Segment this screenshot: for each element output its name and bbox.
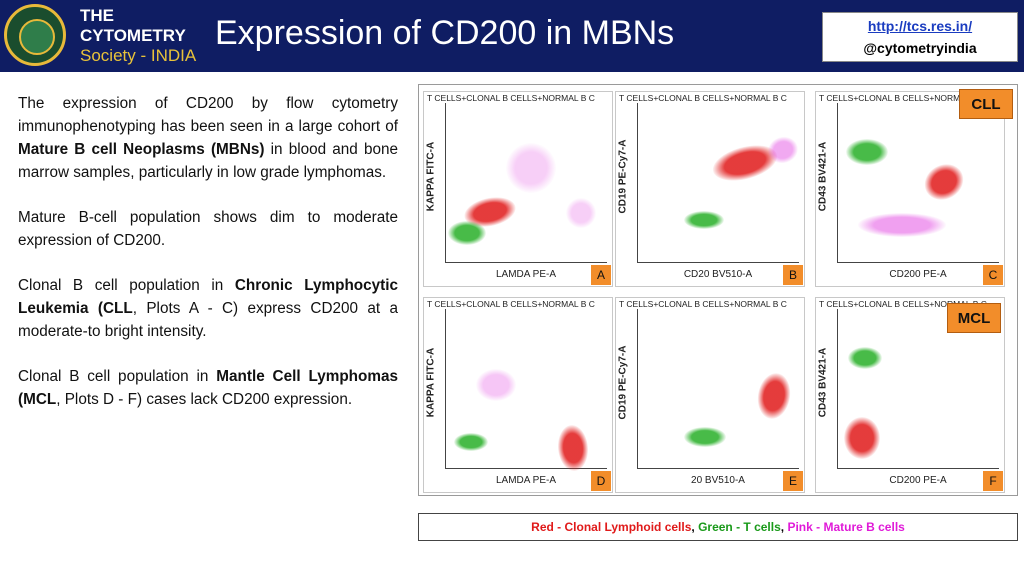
flow-plot-c: T CELLS+CLONAL B CELLS+NORMAL B C CD43 BV… [815,91,1005,287]
red-cell-population [844,417,880,459]
plot-y-label: CD43 BV421-A [817,347,829,418]
text-span: Clonal B cell population in [18,368,217,385]
legend-separator: , [780,520,788,534]
pink-cell-population [858,213,946,237]
plot-frame [423,91,613,287]
bold-term: Chronic Lymphocytic Leukemia (CLL [18,277,398,317]
flow-plots-panel: T CELLS+CLONAL B CELLS+NORMAL B C KAPPA F… [418,84,1018,496]
plot-frame [615,297,805,493]
text-span: in blood and bone marrow samples, partic… [18,141,398,181]
plot-title: T CELLS+CLONAL B CELLS+NORMAL B C [819,299,987,309]
legend-separator: , [691,520,699,534]
plot-area [637,103,801,263]
plot-x-label: LAMDA PE-A [495,269,557,280]
green-cell-population [448,221,486,245]
cll-tag: CLL [959,89,1013,119]
description-text: The expression of CD200 by flow cytometr… [18,92,398,433]
bold-term: Mantle Cell Lymphomas (MCL [18,368,398,408]
flow-plot-b: T CELLS+CLONAL B CELLS+NORMAL B C CD19 PE… [615,91,805,287]
pink-cell-population [566,198,596,228]
plot-frame [423,297,613,493]
red-cell-population [918,157,970,207]
plot-y-label: KAPPA FITC-A [425,141,437,212]
green-cell-population [684,211,724,229]
green-cell-population [684,427,726,447]
mcl-tag: MCL [947,303,1001,333]
paragraph-intro: The expression of CD200 by flow cytometr… [18,92,398,184]
logo-line-cytometry: CYTOMETRY [80,26,186,45]
plot-title: T CELLS+CLONAL B CELLS+NORMAL B C [819,93,987,103]
website-link[interactable]: http://tcs.res.in/ [867,18,973,34]
plot-frame [615,91,805,287]
logo-line-society-india: Society - INDIA [80,46,197,65]
legend-red: Red - Clonal Lymphoid cells [531,520,692,534]
logo-line-the: THE [80,6,114,25]
text-span: , Plots D - F) cases lack CD200 expressi… [56,391,353,408]
text-span: , Plots A - C) express CD200 at a modera… [18,300,398,340]
green-cell-population [846,139,888,165]
text-span: The expression of CD200 by flow cytometr… [18,95,398,135]
social-handle: @cytometryindia [863,40,977,56]
plot-frame [815,91,1005,287]
plot-x-label: CD200 PE-A [889,269,947,280]
text-span: Clonal B cell population in [18,277,235,294]
color-legend: Red - Clonal Lymphoid cells, Green - T c… [418,513,1018,541]
green-cell-population [454,433,488,451]
contact-box: http://tcs.res.in/ @cytometryindia [822,12,1018,62]
plot-area [445,309,607,473]
plot-x-label: LAMDA PE-A [495,475,557,486]
flow-plot-e: T CELLS+CLONAL B CELLS+NORMAL B C CD19 PE… [615,297,805,493]
flow-plot-d: T CELLS+CLONAL B CELLS+NORMAL B C KAPPA F… [423,297,613,493]
seal-center-emblem [19,19,55,55]
plot-letter-badge: C [983,265,1003,285]
plot-letter-badge: B [783,265,803,285]
plot-y-label: KAPPA FITC-A [425,347,437,418]
flow-plot-a: T CELLS+CLONAL B CELLS+NORMAL B C KAPPA F… [423,91,613,287]
green-cell-population [848,347,882,369]
plot-area [837,103,999,263]
plot-area [837,309,999,469]
plot-title: T CELLS+CLONAL B CELLS+NORMAL B C [427,93,595,103]
plot-letter-badge: D [591,471,611,491]
plot-x-label: CD20 BV510-A [683,269,753,280]
plot-x-label: 20 BV510-A [691,475,745,486]
plot-area [445,103,607,263]
plot-y-label: CD19 PE-Cy7-A [617,139,629,214]
bold-term: Mature B cell Neoplasms (MBNs) [18,141,265,158]
society-seal-logo [4,4,66,66]
flow-plot-f: T CELLS+CLONAL B CELLS+NORMAL B C CD43 BV… [815,297,1005,493]
plot-letter-badge: F [983,471,1003,491]
pink-cell-population [476,369,516,401]
plot-frame [815,297,1005,493]
plot-title: T CELLS+CLONAL B CELLS+NORMAL B C [427,299,595,309]
society-logo-text: THE CYTOMETRY Society - INDIA [80,6,196,66]
pink-cell-population [506,143,556,193]
plot-area [637,309,799,469]
plot-letter-badge: E [783,471,803,491]
paragraph-cll: Clonal B cell population in Chronic Lymp… [18,274,398,343]
red-cell-population [754,370,794,422]
plot-y-label: CD19 PE-Cy7-A [617,345,629,420]
plot-title: T CELLS+CLONAL B CELLS+NORMAL B C [619,93,787,103]
paragraph-mcl: Clonal B cell population in Mantle Cell … [18,365,398,411]
paragraph-mature-b: Mature B-cell population shows dim to mo… [18,209,398,249]
plot-letter-badge: A [591,265,611,285]
slide-title: Expression of CD200 in MBNs [215,14,675,52]
legend-pink: Pink - Mature B cells [787,520,905,534]
red-cell-population [556,423,590,473]
plot-title: T CELLS+CLONAL B CELLS+NORMAL B C [619,299,787,309]
plot-x-label: CD200 PE-A [889,475,947,486]
legend-green: Green - T cells [698,520,781,534]
header-bar: THE CYTOMETRY Society - INDIA Expression… [0,0,1024,72]
plot-y-label: CD43 BV421-A [817,141,829,212]
